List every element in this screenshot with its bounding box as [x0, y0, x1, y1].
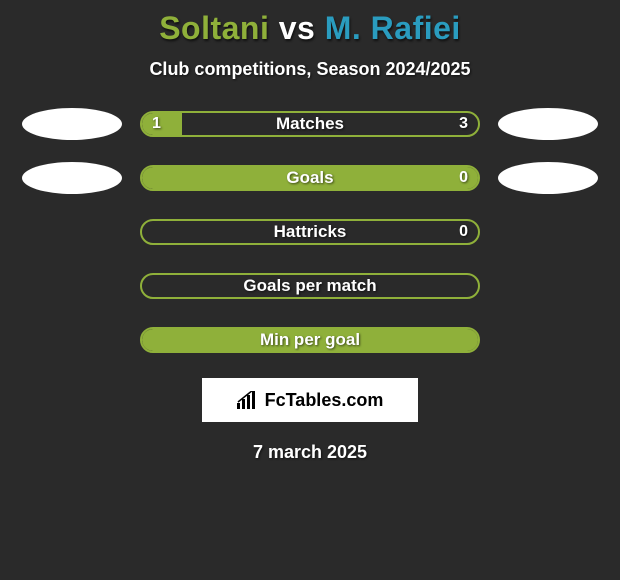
stats-list: 1Matches3Goals0Hattricks0Goals per match…: [0, 108, 620, 356]
stat-label: Goals per match: [142, 276, 478, 296]
right-marker: [498, 162, 598, 194]
chart-icon: [237, 391, 259, 409]
left-spacer: [22, 324, 122, 356]
stat-bar: Goals0: [140, 165, 480, 191]
stat-bar: 1Matches3: [140, 111, 480, 137]
stat-label: Min per goal: [142, 330, 478, 350]
stat-bar: Min per goal: [140, 327, 480, 353]
left-spacer: [22, 270, 122, 302]
right-spacer: [498, 270, 598, 302]
left-marker: [22, 162, 122, 194]
vs-text: vs: [279, 10, 316, 46]
subtitle: Club competitions, Season 2024/2025: [0, 59, 620, 80]
stat-bar: Goals per match: [140, 273, 480, 299]
right-spacer: [498, 324, 598, 356]
left-marker: [22, 108, 122, 140]
stat-row: Min per goal: [0, 324, 620, 356]
stat-right-value: 3: [459, 115, 468, 133]
brand-text: FcTables.com: [265, 390, 384, 411]
comparison-card: Soltani vs M. Rafiei Club competitions, …: [0, 0, 620, 463]
stat-right-value: 0: [459, 223, 468, 241]
player1-name: Soltani: [159, 10, 269, 46]
stat-row: 1Matches3: [0, 108, 620, 140]
stat-row: Goals0: [0, 162, 620, 194]
stat-label: Matches: [142, 114, 478, 134]
stat-right-value: 0: [459, 169, 468, 187]
brand-box: FcTables.com: [202, 378, 418, 422]
stat-row: Hattricks0: [0, 216, 620, 248]
date-text: 7 march 2025: [0, 442, 620, 463]
stat-label: Goals: [142, 168, 478, 188]
left-spacer: [22, 216, 122, 248]
right-marker: [498, 108, 598, 140]
page-title: Soltani vs M. Rafiei: [0, 10, 620, 47]
stat-label: Hattricks: [142, 222, 478, 242]
player2-name: M. Rafiei: [325, 10, 461, 46]
right-spacer: [498, 216, 598, 248]
stat-bar: Hattricks0: [140, 219, 480, 245]
stat-row: Goals per match: [0, 270, 620, 302]
